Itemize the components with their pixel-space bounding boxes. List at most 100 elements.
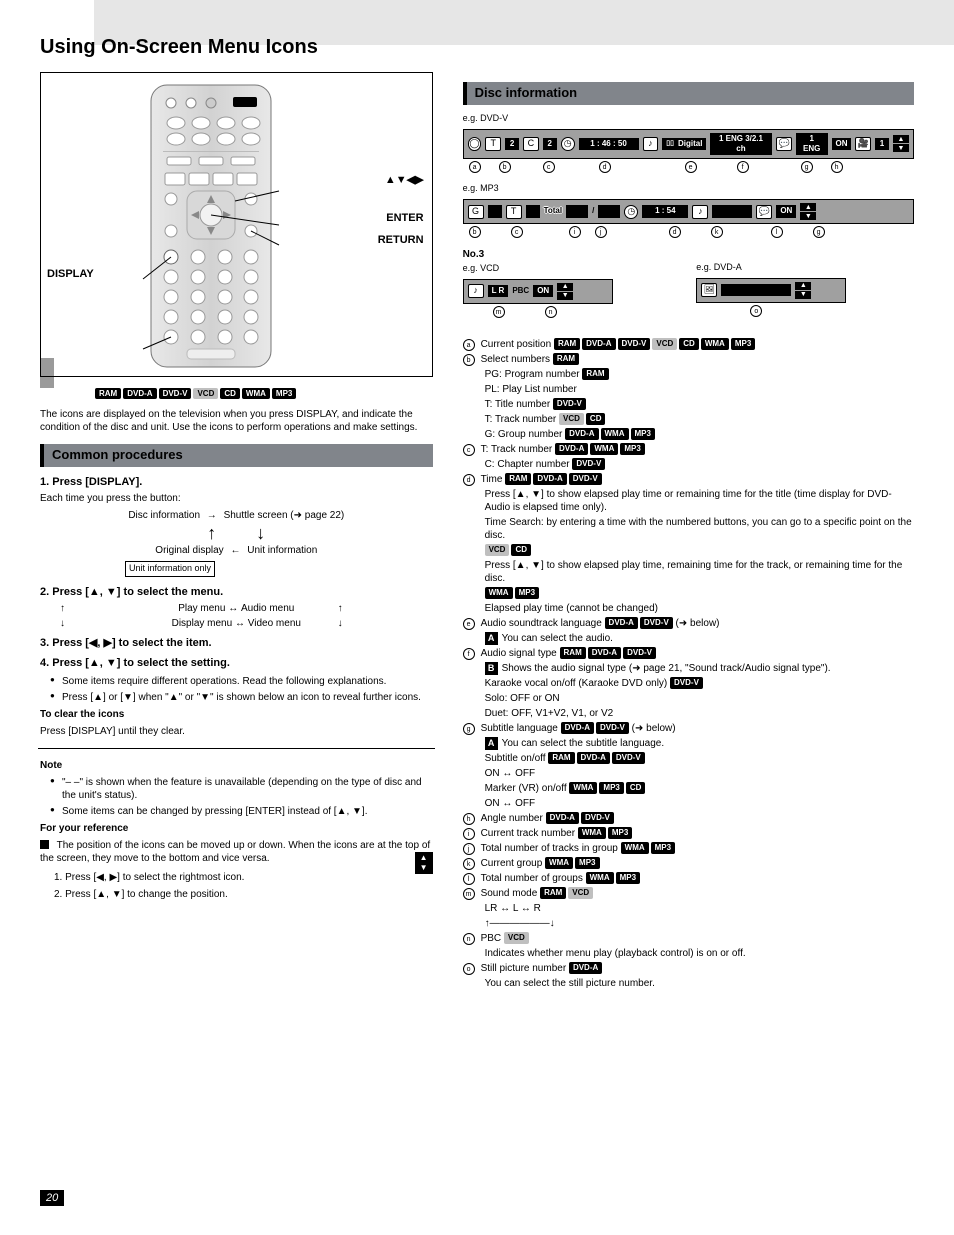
format-badge: CD	[511, 544, 531, 556]
legend-letter: m	[463, 888, 475, 900]
close-body: Press [DISPLAY] until they clear.	[40, 725, 433, 738]
osd2-prefix: e.g. MP3	[463, 183, 914, 195]
flow-line2: Original display ← Unit information	[40, 544, 433, 557]
legend-letter: i	[463, 828, 475, 840]
legend-text: Time	[481, 474, 506, 485]
legend-letter: l	[771, 226, 783, 238]
legend-row: bSelect numbers RAM	[463, 353, 914, 366]
legend-letter: f	[737, 161, 749, 173]
ref-body: The position of the icons can be moved u…	[40, 840, 430, 864]
osd3-title: No.3	[463, 248, 681, 261]
format-badge: WMA	[601, 428, 629, 440]
format-badge: VCD	[559, 413, 584, 425]
format-badge: WMA	[569, 782, 597, 794]
remote-label-cursor: ▲▼◀▶	[385, 173, 424, 187]
format-badge: CD	[586, 413, 606, 425]
angle-icon: 🎥	[855, 137, 871, 151]
legend-letter: j	[595, 226, 607, 238]
format-badge: RAM	[554, 338, 580, 350]
step1-body: Each time you press the button:	[40, 492, 433, 505]
legend-subline: Marker (VR) on/off WMAMP3CD	[485, 782, 914, 795]
format-badge: CD	[626, 782, 646, 794]
osd-blank	[526, 205, 540, 217]
osd1-prefix: e.g. DVD-V	[463, 113, 914, 125]
t-icon: T	[506, 205, 522, 219]
osd-angle: 1	[875, 138, 889, 150]
format-badge: MP3	[608, 827, 632, 839]
format-badge: DVD-A	[555, 443, 588, 455]
format-badge: RAM	[582, 368, 608, 380]
osd-strip-3: ♪ L R PBC ON ▲▼	[463, 279, 613, 304]
legend-text: Angle number	[481, 813, 546, 824]
legend-subline: G: Group number DVD-AWMAMP3	[485, 428, 914, 441]
menu-flow-row1: ↑ Play menu ↔ Audio menu ↑	[40, 602, 433, 615]
t-icon: T	[485, 137, 501, 151]
legend-letter: o	[750, 305, 762, 317]
format-badge: DVD-V	[159, 388, 192, 400]
format-badge: VCD	[504, 932, 529, 944]
step4-heading: 4. Press [▲, ▼] to select the setting.	[40, 656, 433, 670]
legend-subline: PG: Program number RAM	[485, 368, 914, 381]
legend-text: Audio soundtrack language	[481, 618, 605, 629]
legend-text: Still picture number	[481, 963, 569, 974]
updown-icon: ▲▼	[800, 203, 816, 220]
format-badge: WMA	[242, 388, 270, 400]
legend-subline: Indicates whether menu play (playback co…	[485, 947, 914, 960]
legend-text: Sound mode	[481, 888, 541, 899]
format-badge: VCD	[193, 388, 218, 400]
format-badge: DVD-A	[123, 388, 156, 400]
osd-sub: 1 ENG	[796, 133, 828, 156]
legend-letter: g	[463, 723, 475, 735]
format-badge: RAM	[505, 473, 531, 485]
format-badge: RAM	[540, 887, 566, 899]
legend-note: Shows the audio signal type (➜ page 21, …	[502, 663, 831, 674]
clock-icon: ◷	[561, 137, 575, 151]
subtitle-icon: 💬	[756, 205, 772, 219]
format-badge: DVD-V	[572, 458, 605, 470]
osd-strip-2: G T Total / ◷ 1 : 54 ♪ 💬 ON ▲▼	[463, 199, 914, 224]
legend-text: Subtitle language	[481, 723, 561, 734]
osd-blank	[721, 284, 791, 296]
format-badge: DVD-A	[565, 428, 598, 440]
legend-row: kCurrent group WMAMP3	[463, 857, 914, 870]
osd-time: 1 : 46 : 50	[579, 138, 639, 150]
legend-subline: WMAMP3	[485, 587, 914, 600]
osd-blank	[566, 205, 588, 217]
format-badge: VCD	[485, 544, 510, 556]
legend-letter: m	[493, 306, 505, 318]
legend-letter: a	[469, 161, 481, 173]
legend-row: eAudio soundtrack language DVD-ADVD-V (➜…	[463, 617, 914, 630]
osd-dd: Digital	[678, 139, 702, 149]
menu-flow-row2: ↓ Display menu ↔ Video menu ↓	[40, 617, 433, 630]
page-number: 20	[40, 1191, 64, 1205]
legend-subline: Karaoke vocal on/off (Karaoke DVD only) …	[485, 677, 914, 690]
page-header: Using On-Screen Menu Icons	[40, 20, 914, 60]
updown-icon: ▲▼	[893, 135, 909, 152]
format-badge: MP3	[575, 857, 599, 869]
g-icon: G	[468, 205, 484, 219]
format-badge: DVD-V	[581, 812, 614, 824]
osd-strip-1: ◯ T 2 C 2 ◷ 1 : 46 : 50 ♪ ▯▯ Digital 1 E…	[463, 129, 914, 160]
osd-lr: L R	[488, 285, 509, 297]
legend-letter: b	[499, 161, 511, 173]
remote-label-enter: ENTER	[386, 211, 423, 225]
format-badge: WMA	[586, 872, 614, 884]
step-notes: Some items require different operations.…	[50, 675, 433, 704]
osd-value: 2	[543, 138, 557, 150]
format-badge: MP3	[731, 338, 755, 350]
format-badge: DVD-A	[569, 962, 602, 974]
legend-row: hAngle number DVD-ADVD-V	[463, 812, 914, 825]
osd4-legend-letters: o	[700, 305, 914, 317]
legend-subline: Elapsed play time (cannot be changed)	[485, 602, 914, 615]
audio-icon: ♪	[692, 205, 708, 219]
format-badge: WMA	[701, 338, 729, 350]
format-badge: DVD-V	[670, 677, 703, 689]
remote-label-return: RETURN	[378, 233, 424, 247]
legend-letter: k	[463, 858, 475, 870]
format-badge: WMA	[545, 857, 573, 869]
legend-row: oStill picture number DVD-A	[463, 962, 914, 975]
format-badge: MP3	[272, 388, 296, 400]
format-badge: MP3	[515, 587, 539, 599]
label-letter-box: A	[485, 737, 498, 750]
format-badge: MP3	[631, 428, 655, 440]
